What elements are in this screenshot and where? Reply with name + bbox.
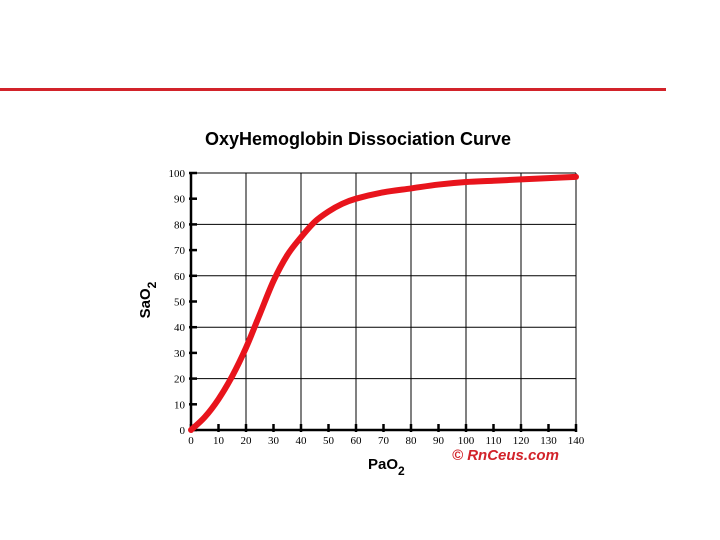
chart-series bbox=[188, 173, 579, 433]
y-axis-label: SaO2 bbox=[137, 281, 159, 318]
x-tick-label: 60 bbox=[351, 435, 363, 447]
x-tick-label: 80 bbox=[406, 435, 418, 447]
x-axis-label: PaO2 bbox=[368, 456, 405, 478]
y-tick-label: 20 bbox=[174, 374, 186, 386]
dissociation-curve-line bbox=[188, 173, 579, 433]
x-tick-label: 90 bbox=[433, 435, 445, 447]
x-tick-label: 10 bbox=[213, 435, 225, 447]
x-axis-label-main: PaO bbox=[368, 456, 398, 473]
y-tick-label: 50 bbox=[174, 297, 186, 309]
chart-grid bbox=[189, 172, 577, 432]
y-tick-label: 90 bbox=[174, 194, 186, 206]
x-tick-label: 120 bbox=[513, 435, 530, 447]
y-tick-label: 60 bbox=[174, 271, 186, 283]
x-tick-label: 20 bbox=[241, 435, 253, 447]
x-tick-label: 30 bbox=[268, 435, 280, 447]
x-axis-label-sub: 2 bbox=[398, 464, 405, 478]
y-tick-label: 100 bbox=[169, 168, 186, 180]
y-tick-label: 40 bbox=[174, 322, 186, 334]
y-axis-label-group: SaO2 bbox=[137, 281, 159, 318]
y-tick-label: 0 bbox=[180, 425, 186, 437]
y-tick-label: 70 bbox=[174, 245, 186, 257]
chart-ticks: 0 10 20 30 40 50 60 70 80 90 100 0 10 20 30 40 50 60 70 80 9… bbox=[169, 168, 585, 447]
x-tick-label: 110 bbox=[485, 435, 502, 447]
y-tick-label: 10 bbox=[174, 399, 186, 411]
y-axis-label-sub: 2 bbox=[145, 281, 159, 288]
y-tick-label: 80 bbox=[174, 219, 186, 231]
x-tick-label: 100 bbox=[458, 435, 475, 447]
x-tick-label: 50 bbox=[323, 435, 335, 447]
chart-title: OxyHemoglobin Dissociation Curve bbox=[205, 129, 511, 149]
x-tick-label: 0 bbox=[188, 435, 194, 447]
x-tick-label: 140 bbox=[568, 435, 585, 447]
x-tick-label: 130 bbox=[540, 435, 557, 447]
copyright-credit: © RnCeus.com bbox=[452, 447, 559, 464]
x-tick-label: 40 bbox=[296, 435, 308, 447]
x-tick-label: 70 bbox=[378, 435, 390, 447]
header-rule bbox=[0, 88, 666, 91]
y-tick-label: 30 bbox=[174, 348, 186, 360]
y-axis-label-main: SaO bbox=[137, 288, 154, 318]
